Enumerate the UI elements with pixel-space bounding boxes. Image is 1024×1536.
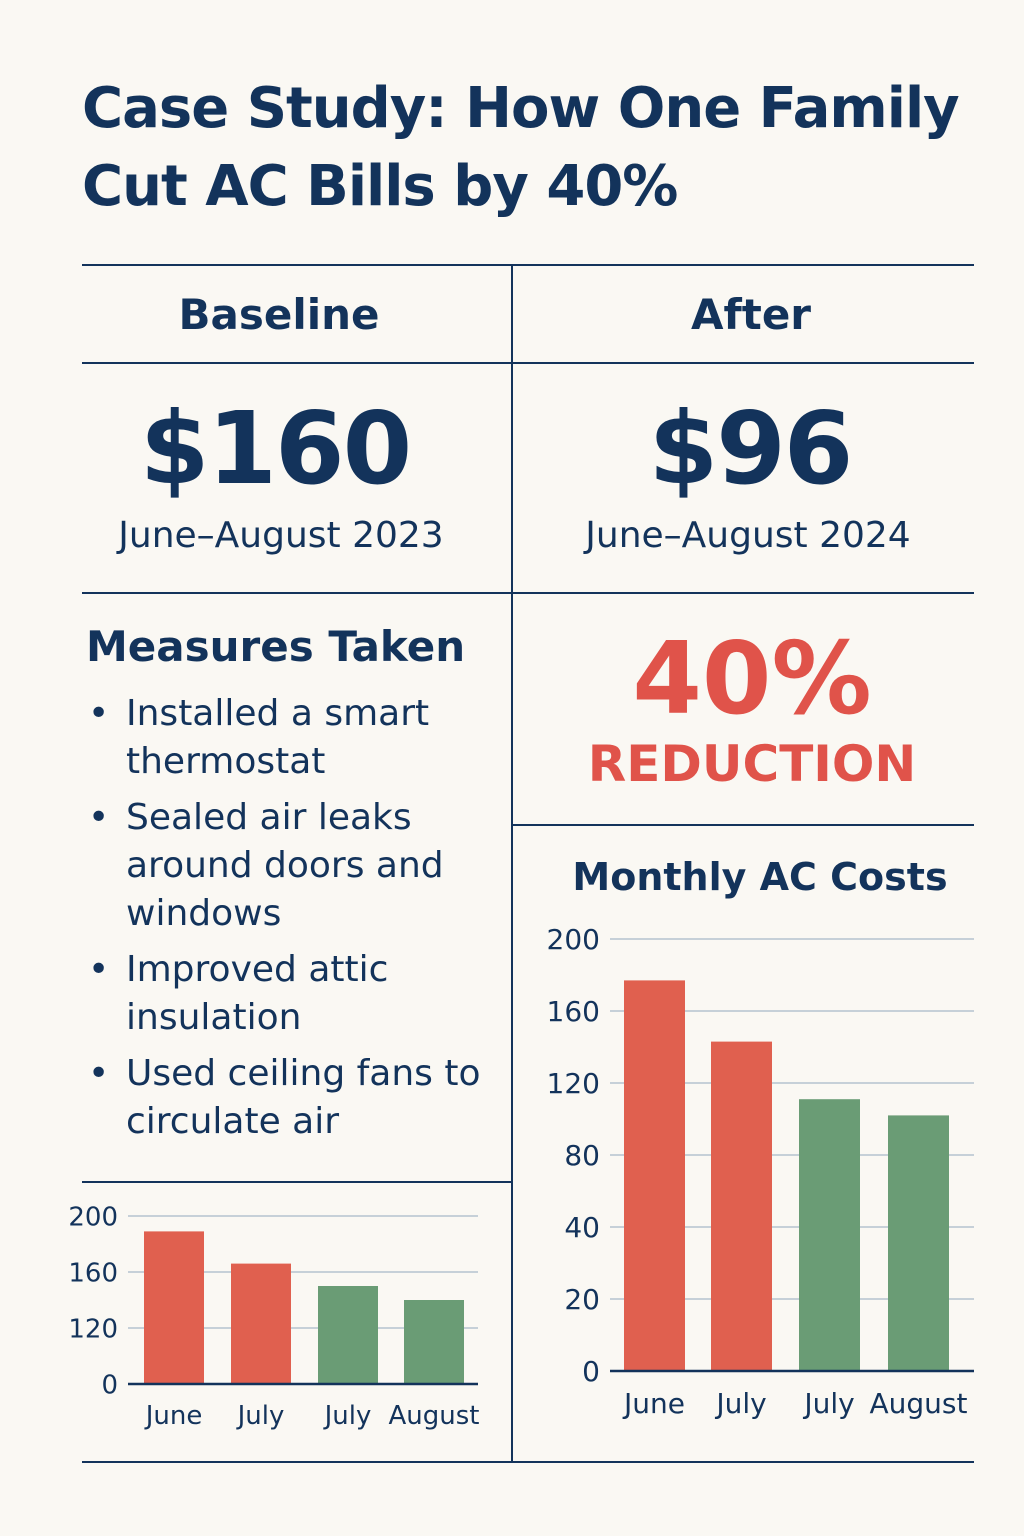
bar-june: [144, 1231, 204, 1384]
y-tick-label: 0: [101, 1370, 118, 1400]
x-tick-label: July: [323, 1401, 372, 1431]
bar-july: [231, 1263, 291, 1384]
divider: [82, 592, 974, 594]
y-tick-label: 120: [547, 1067, 600, 1100]
y-tick-label: 20: [564, 1283, 600, 1316]
column-divider: [511, 264, 513, 1463]
x-tick-label: June: [622, 1387, 685, 1420]
baseline-period: June–August 2023: [118, 515, 444, 556]
x-tick-label: July: [802, 1387, 854, 1420]
measures-title: Measures Taken: [86, 622, 466, 671]
x-tick-label: June: [144, 1401, 203, 1431]
page-title: Case Study: How One Family Cut AC Bills …: [82, 76, 960, 219]
reduction-percent: 40%: [632, 620, 872, 737]
small-bar-chart: 0 120 160 200 June July July August: [68, 1202, 480, 1431]
y-tick-label: 200: [547, 923, 600, 956]
x-tick-label: August: [389, 1401, 480, 1431]
baseline-heading: Baseline: [178, 290, 380, 339]
y-tick-label: 40: [564, 1211, 600, 1244]
y-tick-label: 160: [68, 1258, 118, 1288]
x-tick-label: July: [714, 1387, 766, 1420]
after-period: June–August 2024: [585, 515, 911, 556]
list-item: Sealed air leaks around doors and window…: [88, 794, 488, 938]
reduction-label: REDUCTION: [587, 735, 917, 793]
bar-june: [624, 980, 685, 1371]
bar-august: [888, 1115, 949, 1371]
x-tick-label: July: [236, 1401, 285, 1431]
divider: [512, 824, 974, 826]
measures-list: Installed a smart thermostat Sealed air …: [88, 690, 488, 1154]
y-tick-label: 160: [547, 995, 600, 1028]
baseline-amount: $160: [139, 390, 412, 507]
bar-july: [799, 1099, 860, 1371]
bar-august: [404, 1300, 464, 1384]
bar-july: [318, 1286, 378, 1384]
divider: [82, 1461, 974, 1463]
x-tick-label: August: [870, 1387, 968, 1420]
divider: [82, 264, 974, 266]
monthly-ac-costs-chart: 0 20 40 80 120 160 200 June July July August: [547, 923, 974, 1420]
after-amount: $96: [648, 390, 854, 507]
chart-title: Monthly AC Costs: [572, 855, 948, 899]
y-tick-label: 0: [582, 1355, 600, 1388]
divider: [82, 362, 974, 364]
y-tick-label: 120: [68, 1314, 118, 1344]
list-item: Improved attic insulation: [88, 946, 488, 1042]
y-tick-label: 80: [564, 1139, 600, 1172]
after-heading: After: [690, 290, 812, 339]
bar-july: [711, 1041, 772, 1371]
list-item: Installed a smart thermostat: [88, 690, 488, 786]
y-tick-label: 200: [68, 1202, 118, 1232]
list-item: Used ceiling fans to circulate air: [88, 1050, 488, 1146]
divider: [82, 1181, 512, 1183]
